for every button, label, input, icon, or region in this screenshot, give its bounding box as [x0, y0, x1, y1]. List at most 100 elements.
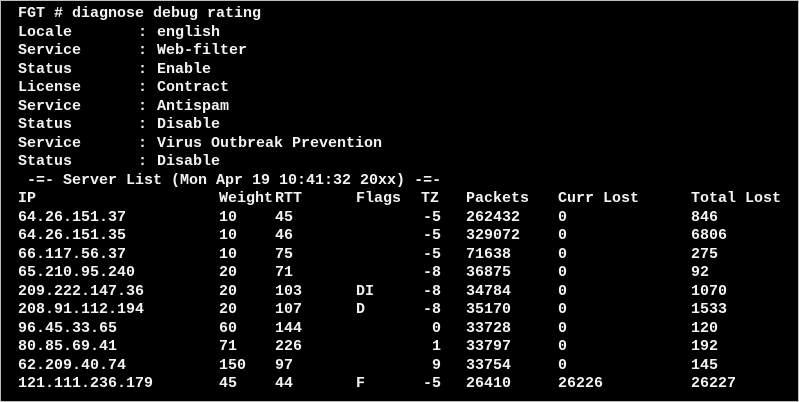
command-line: FGT # diagnose debug rating — [18, 5, 262, 22]
table-cell: 45 — [219, 375, 238, 392]
column-header: RTT — [275, 190, 303, 207]
separator: : — [138, 60, 148, 78]
column-header: Flags — [356, 190, 402, 207]
separator: : — [138, 97, 148, 115]
table-cell: 0 — [558, 282, 568, 300]
table-cell: 64.26.151.37 — [18, 208, 127, 226]
table-cell: -5 — [422, 375, 441, 392]
table-cell: 33728 — [466, 319, 512, 337]
info-value: Web-filter — [157, 42, 248, 59]
server-list-title: -=- Server List (Mon Apr 19 10:41:32 20x… — [18, 172, 442, 189]
info-value: Virus Outbreak Prevention — [157, 134, 383, 152]
info-value: english — [157, 23, 221, 41]
info-value: Disable — [157, 116, 221, 133]
info-key: Locale — [18, 23, 73, 41]
table-cell: 71 — [219, 338, 238, 355]
table-cell: 103 — [275, 282, 303, 300]
table-cell: 60 — [219, 319, 238, 337]
info-key: License — [18, 79, 82, 96]
table-cell: D — [356, 301, 366, 318]
table-cell: 192 — [691, 338, 719, 355]
table-cell: 20 — [219, 282, 238, 300]
table-cell: 96.45.33.65 — [18, 319, 118, 337]
table-cell: 26227 — [691, 375, 737, 392]
table-cell: 36875 — [466, 264, 512, 281]
table-cell: 0 — [558, 227, 568, 244]
table-cell: -8 — [422, 301, 441, 318]
table-cell: 846 — [691, 208, 719, 226]
table-cell: 71 — [275, 264, 294, 281]
table-cell: 10 — [219, 208, 238, 226]
table-cell: -5 — [422, 208, 441, 226]
column-header: Total Lost — [691, 190, 782, 207]
separator: : — [138, 134, 148, 152]
table-cell: 92 — [691, 264, 710, 281]
column-header: Curr Lost — [558, 190, 640, 207]
info-key: Service — [18, 134, 82, 152]
info-key: Status — [18, 116, 73, 133]
table-cell: 209.222.147.36 — [18, 282, 145, 300]
table-cell: 10 — [219, 245, 238, 263]
table-cell: 45 — [275, 208, 294, 226]
info-value: Contract — [157, 79, 230, 96]
separator: : — [138, 79, 148, 96]
table-cell: 0 — [558, 356, 568, 374]
table-cell: 107 — [275, 301, 303, 318]
info-value: Antispam — [157, 97, 230, 115]
table-cell: 20 — [219, 264, 238, 281]
column-header: TZ — [421, 190, 440, 207]
column-header: IP — [18, 190, 37, 207]
table-cell: 0 — [558, 301, 568, 318]
table-cell: 62.209.40.74 — [18, 356, 127, 374]
table-cell: 0 — [558, 208, 568, 226]
info-key: Status — [18, 60, 73, 78]
separator: : — [138, 23, 148, 41]
table-cell: 6806 — [691, 227, 728, 244]
table-cell: 121.111.236.179 — [18, 375, 154, 392]
table-cell: 33754 — [466, 356, 512, 374]
table-cell: 71638 — [466, 245, 512, 263]
table-cell: DI — [356, 282, 375, 300]
separator: : — [138, 42, 148, 59]
table-cell: 44 — [275, 375, 294, 392]
column-header: Packets — [466, 190, 530, 207]
table-cell: 262432 — [466, 208, 521, 226]
info-value: Enable — [157, 60, 212, 78]
table-cell: 26410 — [466, 375, 512, 392]
separator: : — [138, 153, 148, 170]
table-cell: 144 — [275, 319, 303, 337]
table-cell: 26226 — [558, 375, 604, 392]
table-cell: -8 — [422, 282, 441, 300]
info-key: Service — [18, 97, 82, 115]
table-cell: 226 — [275, 338, 303, 355]
table-cell: -8 — [422, 264, 441, 281]
table-cell: -5 — [422, 245, 441, 263]
table-cell: 75 — [275, 245, 294, 263]
table-cell: 329072 — [466, 227, 521, 244]
info-key: Service — [18, 42, 82, 59]
table-cell: 275 — [691, 245, 719, 263]
table-cell: 46 — [275, 227, 294, 244]
table-cell: 150 — [219, 356, 247, 374]
table-cell: 35170 — [466, 301, 512, 318]
table-cell: 64.26.151.35 — [18, 227, 127, 244]
table-cell: 20 — [219, 301, 238, 318]
table-cell: 0 — [558, 319, 568, 337]
table-cell: 97 — [275, 356, 294, 374]
column-header: Weight — [219, 190, 274, 207]
table-cell: 33797 — [466, 338, 512, 355]
table-cell: F — [356, 375, 366, 392]
table-cell: 65.210.95.240 — [18, 264, 136, 281]
table-cell: 1533 — [691, 301, 728, 318]
table-cell: 1070 — [691, 282, 728, 300]
table-cell: 145 — [691, 356, 719, 374]
table-cell: 0 — [558, 245, 568, 263]
info-value: Disable — [157, 153, 221, 170]
table-cell: 0 — [558, 338, 568, 355]
table-cell: 0 — [431, 319, 441, 337]
table-cell: 10 — [219, 227, 238, 244]
table-cell: 208.91.112.194 — [18, 301, 145, 318]
separator: : — [138, 116, 148, 133]
info-key: Status — [18, 153, 73, 170]
